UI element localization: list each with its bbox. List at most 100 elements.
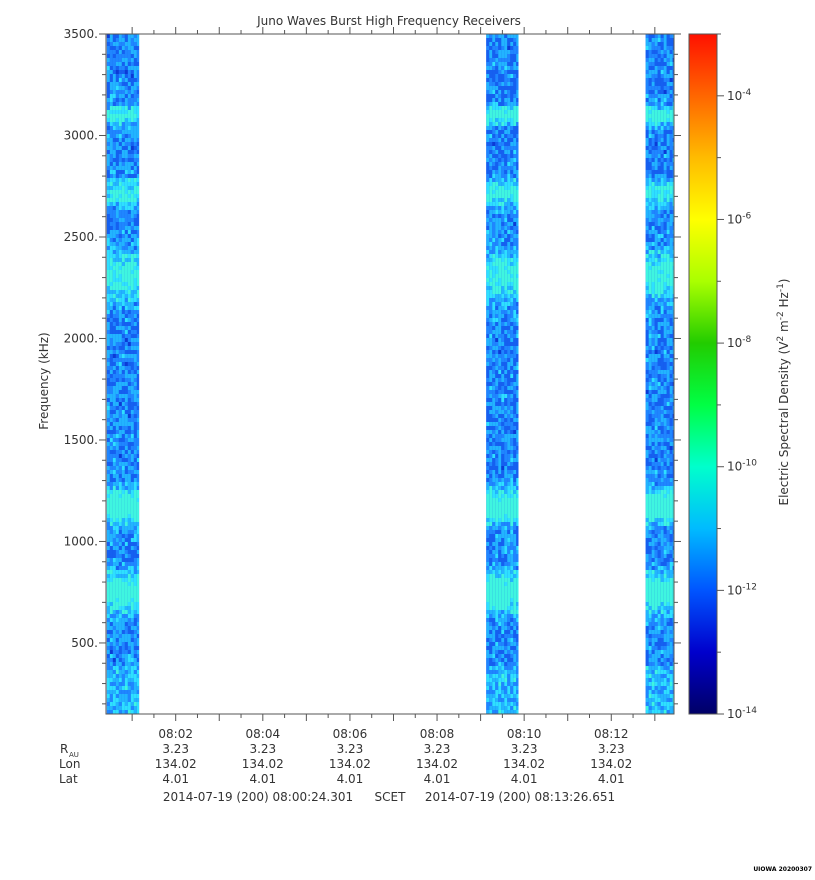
spectrogram-cell [133, 430, 137, 434]
spectrogram-cell [510, 438, 514, 442]
spectrogram-cell [657, 374, 661, 378]
spectrogram-cell [663, 194, 667, 198]
spectrogram-cell [510, 350, 514, 354]
spectrogram-cell [666, 202, 670, 206]
spectrogram-cell [112, 262, 116, 266]
spectrogram-cell [124, 270, 128, 274]
spectrogram-cell [669, 454, 673, 458]
spectrogram-cell [136, 194, 140, 198]
spectrogram-cell [121, 686, 125, 690]
spectrogram-cell [507, 90, 511, 94]
spectrogram-cell [648, 130, 652, 134]
spectrogram-cell [513, 250, 517, 254]
spectrogram-cell [498, 258, 502, 262]
spectrogram-cell [489, 42, 493, 46]
spectrogram-cell [660, 258, 664, 262]
spectrogram-cell [501, 410, 505, 414]
spectrogram-cell [510, 262, 514, 266]
spectrogram-cell [127, 290, 131, 294]
spectrogram-cell [492, 122, 496, 126]
spectrogram-cell [513, 470, 517, 474]
spectrogram-cell [130, 322, 134, 326]
spectrogram-cell [510, 550, 514, 554]
spectrogram-cell [118, 510, 122, 514]
spectrogram-cell [127, 46, 131, 50]
spectrogram-cell [510, 198, 514, 202]
spectrogram-cell [666, 234, 670, 238]
spectrogram-cell [507, 490, 511, 494]
spectrogram-cell [112, 190, 116, 194]
spectrogram-cell [130, 518, 134, 522]
spectrogram-cell [136, 482, 140, 486]
spectrogram-cell [651, 446, 655, 450]
spectrogram-cell [645, 510, 649, 514]
spectrogram-cell [118, 642, 122, 646]
spectrogram-cell [507, 386, 511, 390]
spectrogram-cell [516, 330, 519, 334]
spectrogram-cell [507, 502, 511, 506]
spectrogram-cell [498, 494, 502, 498]
spectrogram-cell [112, 162, 116, 166]
spectrogram-cell [115, 174, 119, 178]
spectrogram-cell [660, 182, 664, 186]
spectrogram-cell [660, 502, 664, 506]
spectrogram-cell [112, 286, 116, 290]
spectrogram-cell [648, 530, 652, 534]
spectrogram-cell [130, 434, 134, 438]
spectrogram-cell [657, 282, 661, 286]
spectrogram-cell [501, 82, 505, 86]
spectrogram-cell [513, 450, 517, 454]
spectrogram-cell [501, 302, 505, 306]
spectrogram-cell [127, 150, 131, 154]
spectrogram-cell [507, 106, 511, 110]
spectrogram-cell [669, 114, 673, 118]
spectrogram-cell [663, 46, 667, 50]
spectrogram-cell [118, 386, 122, 390]
spectrogram-cell [115, 374, 119, 378]
spectrogram-cell [118, 86, 122, 90]
spectrogram-cell [666, 102, 670, 106]
spectrogram-cell [657, 234, 661, 238]
spectrogram-cell [127, 106, 131, 110]
spectrogram-cell [133, 342, 137, 346]
spectrogram-cell [669, 474, 673, 478]
spectrogram-cell [669, 262, 673, 266]
spectrogram-cell [654, 294, 658, 298]
spectrogram-cell [504, 250, 508, 254]
spectrogram-cell [498, 322, 502, 326]
spectrogram-cell [663, 330, 667, 334]
spectrogram-cell [648, 334, 652, 338]
spectrogram-cell [133, 682, 137, 686]
spectrogram-cell [133, 350, 137, 354]
spectrogram-cell [669, 466, 673, 470]
spectrogram-cell [510, 614, 514, 618]
spectrogram-cell [501, 514, 505, 518]
spectrogram-cell [130, 350, 134, 354]
spectrogram-cell [115, 162, 119, 166]
spectrogram-cell [124, 646, 128, 650]
spectrogram-cell [510, 134, 514, 138]
spectrogram-cell [106, 378, 110, 382]
spectrogram-cell [660, 442, 664, 446]
spectrogram-cell [498, 458, 502, 462]
spectrogram-cell [133, 118, 137, 122]
spectrogram-cell [486, 254, 490, 258]
spectrogram-cell [513, 402, 517, 406]
spectrogram-cell [127, 566, 131, 570]
spectrogram-cell [106, 266, 110, 270]
spectrogram-cell [486, 158, 490, 162]
spectrogram-cell [136, 282, 140, 286]
spectrogram-cell [492, 526, 496, 530]
spectrogram-cell [501, 522, 505, 526]
spectrogram-cell [504, 614, 508, 618]
spectrogram-cell [109, 678, 113, 682]
spectrogram-cell [507, 566, 511, 570]
spectrogram-cell [136, 170, 140, 174]
spectrogram-cell [106, 366, 110, 370]
spectrogram-cell [516, 494, 519, 498]
spectrogram-cell [654, 350, 658, 354]
spectrogram-cell [130, 190, 134, 194]
spectrogram-cell [645, 238, 649, 242]
spectrogram-cell [666, 302, 670, 306]
spectrogram-cell [516, 590, 519, 594]
